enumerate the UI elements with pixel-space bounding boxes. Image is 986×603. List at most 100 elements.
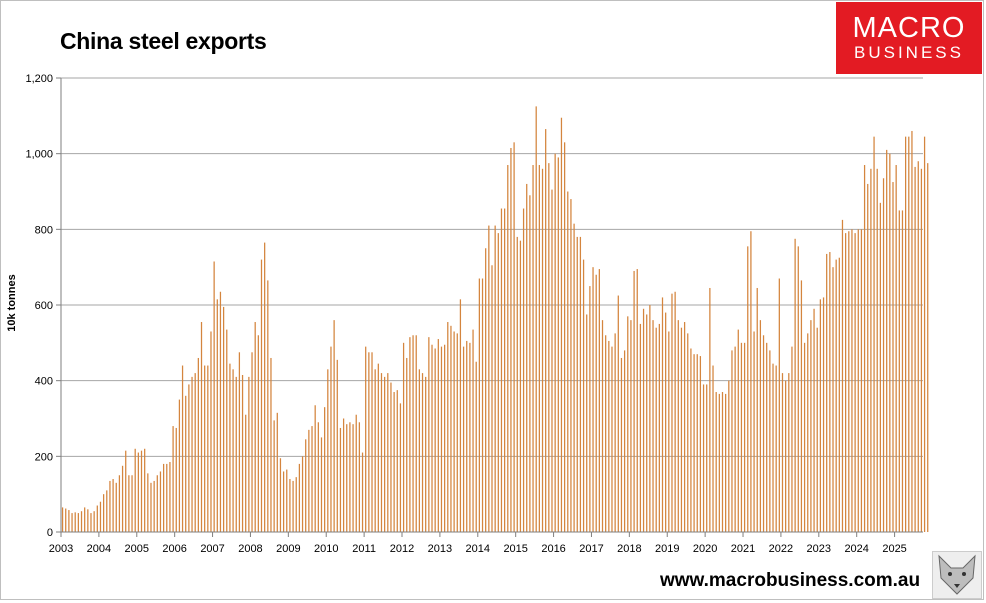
bar [557, 157, 559, 532]
bar [169, 462, 171, 532]
x-tick-label: 2005 [125, 543, 149, 555]
x-tick-label: 2012 [390, 543, 414, 555]
bar [826, 253, 828, 533]
bar [522, 208, 525, 532]
bar [402, 342, 405, 532]
bar [324, 407, 326, 532]
bar [832, 267, 834, 532]
bar [671, 293, 673, 532]
bar [655, 327, 657, 532]
bar [876, 168, 878, 533]
bar [434, 348, 436, 532]
bar [706, 384, 708, 532]
bar [750, 231, 752, 533]
bar [412, 335, 414, 532]
bar [507, 165, 509, 532]
bar [548, 163, 550, 533]
bar [797, 246, 799, 533]
x-tick-label: 2007 [200, 543, 224, 555]
bar [279, 458, 282, 532]
bar [260, 259, 263, 532]
bar [399, 403, 402, 532]
macrobusiness-logo: MACRO BUSINESS [836, 2, 982, 74]
x-tick-label: 2023 [807, 543, 831, 555]
y-tick-label: 600 [35, 300, 53, 312]
bar [589, 286, 591, 532]
bar [513, 142, 515, 532]
bar [898, 210, 900, 533]
bar [747, 246, 749, 533]
bar [737, 329, 739, 532]
bar [276, 412, 278, 532]
bar [652, 320, 654, 532]
y-tick-label: 400 [35, 376, 53, 388]
bar [194, 373, 196, 532]
logo-line-macro: MACRO [852, 12, 966, 44]
bar [895, 165, 897, 532]
bar [453, 331, 455, 532]
bar [421, 373, 424, 532]
bar [431, 344, 433, 532]
bar [563, 142, 566, 532]
bar [595, 274, 597, 532]
bar [219, 291, 222, 532]
bar [794, 238, 796, 533]
bar [614, 333, 616, 533]
bar [535, 106, 537, 533]
bar [743, 342, 746, 532]
bar [308, 429, 310, 532]
x-tick-label: 2021 [731, 543, 755, 555]
bar [848, 231, 850, 533]
bar [500, 208, 503, 532]
bar [879, 202, 881, 532]
bar [191, 376, 193, 532]
bar [920, 168, 923, 533]
bar [769, 350, 771, 532]
bar [851, 229, 853, 532]
fox-mascot-icon [932, 551, 982, 599]
bar [102, 494, 105, 532]
bar [216, 299, 218, 532]
x-tick-label: 2014 [466, 543, 490, 555]
bar [137, 452, 139, 532]
bar [608, 340, 610, 532]
bar [699, 356, 702, 532]
bar [248, 376, 250, 532]
bar [639, 323, 642, 532]
bar [923, 136, 926, 532]
website-url: www.macrobusiness.com.au [660, 570, 921, 591]
bar [677, 320, 679, 532]
bar [816, 327, 818, 532]
bar [437, 339, 439, 532]
bar [712, 365, 714, 532]
bar [213, 261, 215, 532]
bar [254, 322, 256, 532]
bar [630, 320, 632, 532]
bar [418, 369, 421, 532]
bar [835, 259, 837, 532]
bar [873, 136, 875, 532]
bar [121, 465, 124, 532]
x-tick-label: 2015 [503, 543, 527, 555]
bar [529, 195, 531, 532]
bar [810, 320, 812, 532]
bar [516, 236, 518, 532]
bar [753, 331, 755, 532]
bar [715, 392, 717, 532]
bar [649, 305, 651, 532]
y-tick-label: 800 [35, 224, 53, 236]
bar [251, 352, 253, 532]
bar [504, 208, 506, 532]
bar [181, 365, 184, 532]
bar [197, 357, 199, 532]
bar [286, 469, 288, 532]
bar [838, 257, 840, 532]
bar [229, 363, 231, 532]
bar [911, 130, 913, 532]
bar [301, 456, 304, 532]
bar [466, 340, 468, 532]
bar [80, 511, 83, 532]
bar [99, 501, 102, 532]
x-tick-label: 2009 [276, 543, 300, 555]
